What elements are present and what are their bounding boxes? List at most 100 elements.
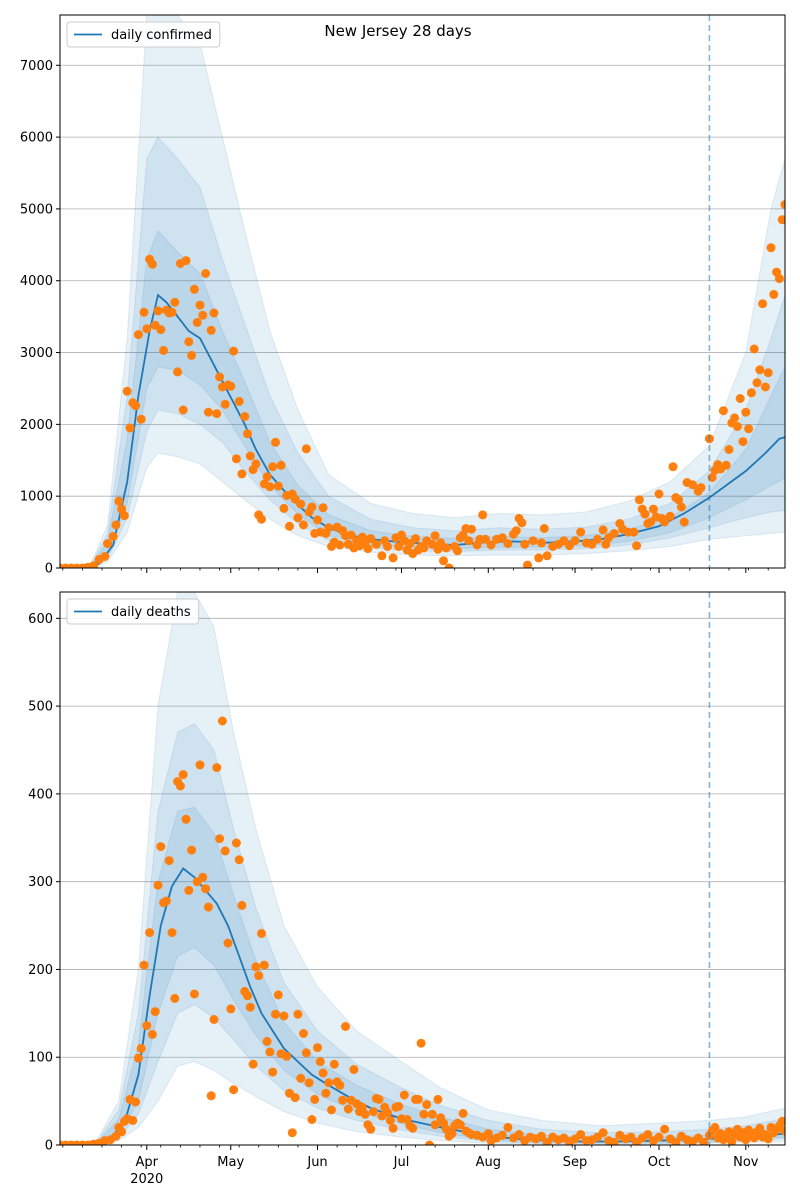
observed-point	[419, 543, 429, 553]
observed-point	[609, 529, 619, 538]
observed-point	[89, 561, 99, 568]
observed-point	[122, 386, 132, 396]
observed-point	[626, 1132, 636, 1142]
observed-point	[133, 330, 143, 340]
observed-point	[279, 503, 289, 513]
observed-point	[699, 1137, 709, 1145]
observed-point	[497, 533, 507, 543]
observed-point	[237, 469, 247, 479]
observed-point	[780, 200, 785, 210]
observed-point	[147, 259, 157, 269]
observed-point	[458, 1108, 468, 1118]
observed-point	[343, 1104, 353, 1114]
observed-point	[363, 544, 373, 554]
observed-point	[668, 462, 678, 472]
observed-point	[570, 536, 580, 546]
observed-point	[520, 539, 530, 549]
observed-point	[383, 542, 392, 551]
observed-point	[727, 1137, 737, 1145]
observed-point	[178, 770, 188, 780]
observed-point	[170, 297, 180, 307]
observed-point	[483, 1129, 493, 1139]
observed-point	[271, 437, 280, 447]
x-tick-label: May	[217, 1155, 244, 1170]
observed-point	[282, 1051, 292, 1061]
inner-uncertainty-band	[60, 806, 785, 1145]
x-tick-label: Oct	[648, 1155, 670, 1170]
observed-point	[439, 556, 448, 566]
observed-point	[187, 845, 197, 855]
observed-point	[251, 459, 261, 469]
observed-point	[324, 523, 334, 533]
observed-point	[175, 781, 185, 791]
observed-point	[388, 553, 398, 563]
y-tick-label: 7000	[20, 59, 53, 74]
x-tick-label: Jul	[393, 1155, 410, 1170]
observed-point	[234, 396, 244, 406]
observed-point	[103, 539, 113, 549]
observed-point	[212, 409, 222, 419]
observed-point	[293, 513, 303, 523]
observed-point	[198, 872, 208, 882]
y-tick-label: 0	[45, 1139, 53, 1154]
observed-point	[307, 502, 317, 512]
observed-point	[131, 1097, 141, 1107]
observed-point	[444, 563, 454, 568]
observed-point	[453, 546, 462, 556]
observed-point	[259, 960, 269, 970]
observed-point	[150, 1007, 160, 1017]
x-tick-label: Sep	[563, 1155, 588, 1170]
observed-point	[299, 1029, 308, 1038]
observed-point	[251, 962, 261, 972]
observed-point	[147, 1029, 157, 1039]
observed-point	[273, 990, 283, 1000]
observed-point	[231, 838, 241, 848]
observed-point	[198, 310, 208, 320]
x-tick-label: Aug	[476, 1155, 501, 1170]
observed-point	[763, 1134, 773, 1144]
observed-point	[237, 900, 247, 910]
observed-point	[416, 1038, 426, 1048]
y-tick-label: 100	[28, 1051, 53, 1066]
observed-point	[777, 1116, 785, 1126]
observed-point	[688, 480, 698, 490]
observed-point	[660, 1124, 670, 1134]
observed-point	[576, 527, 586, 537]
observed-point	[537, 1131, 546, 1141]
observed-point	[411, 534, 420, 544]
observed-point	[117, 1127, 127, 1137]
observed-point	[234, 855, 244, 865]
observed-point	[427, 1109, 437, 1119]
observed-point	[201, 269, 211, 278]
outer-uncertainty-band	[60, 15, 785, 568]
observed-point	[478, 510, 488, 520]
observed-point	[528, 536, 538, 546]
legend: daily confirmed	[66, 21, 221, 48]
observed-point	[125, 423, 135, 433]
observed-point	[374, 1094, 384, 1104]
observed-point	[441, 543, 451, 553]
observed-point	[455, 1120, 465, 1130]
observed-point	[660, 517, 670, 527]
observed-point	[503, 539, 513, 549]
observed-point	[654, 489, 664, 499]
observed-point	[304, 1078, 314, 1088]
y-tick-label: 200	[28, 963, 53, 978]
observed-point	[195, 760, 205, 770]
observed-point	[497, 1130, 507, 1140]
observed-point	[780, 1126, 785, 1136]
observed-point	[206, 325, 216, 335]
observed-point	[273, 481, 283, 491]
observed-point	[181, 256, 191, 266]
deaths-panel: 0 100 200 300 400 500 600 Apr May Jun Jul Aug Sep Oct…	[28, 591, 786, 1187]
observed-point	[170, 993, 180, 1003]
legend: daily deaths	[66, 598, 200, 625]
observed-point	[735, 394, 745, 403]
observed-point	[408, 1123, 418, 1133]
plot-area	[60, 592, 785, 1145]
observed-point	[629, 527, 639, 537]
observed-point	[262, 472, 272, 482]
observed-point	[187, 350, 197, 360]
observed-point	[486, 540, 496, 550]
